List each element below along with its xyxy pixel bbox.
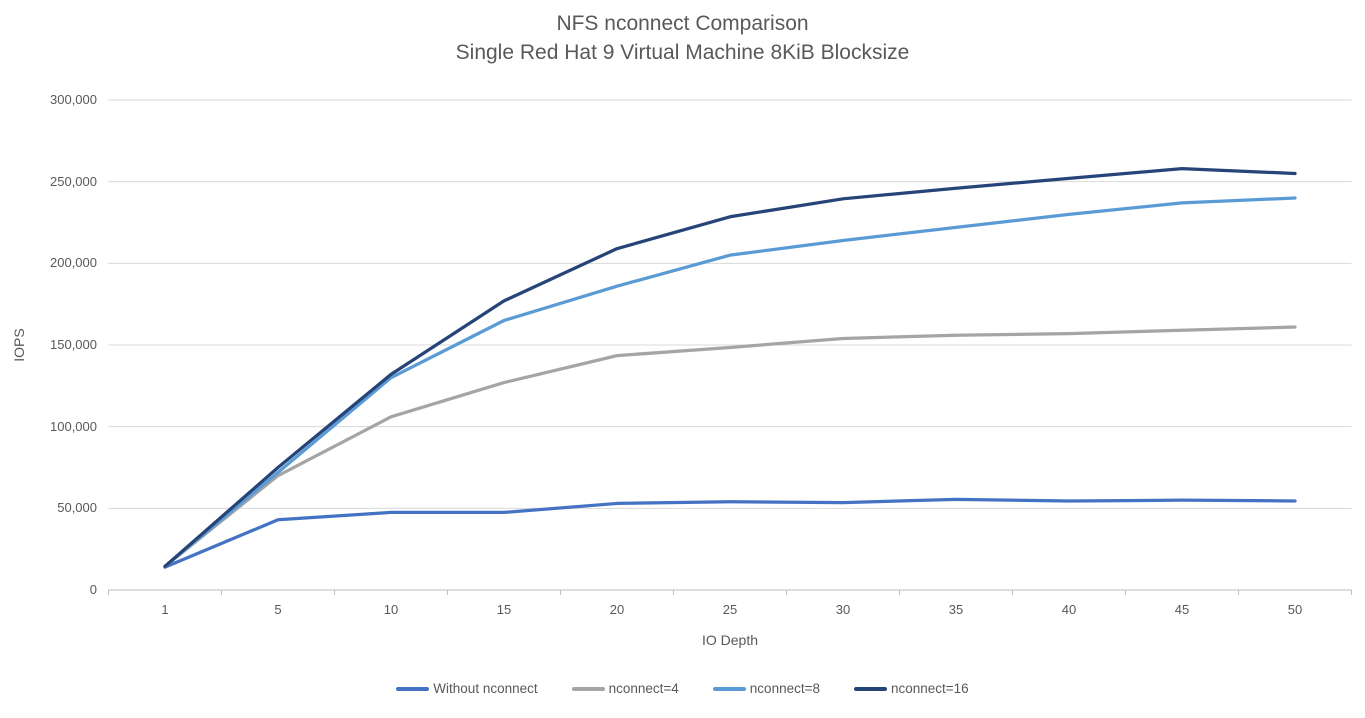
y-tick-label: 200,000 bbox=[50, 255, 97, 271]
series-line-nconnect-8 bbox=[163, 196, 1297, 568]
y-tick-label: 0 bbox=[89, 582, 97, 597]
x-tick-label: 35 bbox=[948, 602, 964, 617]
x-axis-title: IO Depth bbox=[701, 632, 759, 648]
legend-swatch-icon bbox=[396, 686, 430, 691]
series-line-nconnect-4 bbox=[163, 325, 1297, 568]
x-tick-label: 45 bbox=[1174, 602, 1190, 617]
chart-legend: Without nconnect nconnect=4 nconnect=8 ncon… bbox=[0, 681, 1365, 696]
x-tick-label: 10 bbox=[383, 602, 399, 617]
series-line-nconnect-16 bbox=[163, 166, 1297, 568]
x-tick-label: 40 bbox=[1061, 602, 1077, 617]
legend-item-nconnect-16: nconnect=16 bbox=[853, 681, 969, 696]
legend-label: nconnect=4 bbox=[608, 681, 679, 696]
chart-title: NFS nconnect Comparison Single Red Hat 9… bbox=[0, 10, 1365, 68]
y-tick-label: 100,000 bbox=[50, 418, 97, 434]
x-tick-label: 5 bbox=[274, 602, 282, 617]
y-tick-label: 300,000 bbox=[50, 92, 97, 107]
x-tick-label: 15 bbox=[496, 602, 512, 617]
series-line-without-nconnect bbox=[163, 497, 1297, 569]
legend-item-without-nconnect: Without nconnect bbox=[396, 681, 538, 696]
x-tick-label: 20 bbox=[609, 602, 625, 617]
x-tick-label: 50 bbox=[1287, 602, 1303, 617]
x-tick-label: 25 bbox=[722, 602, 738, 617]
legend-item-nconnect-8: nconnect=8 bbox=[712, 681, 820, 696]
legend-label: nconnect=8 bbox=[749, 681, 820, 696]
x-tick-label: 1 bbox=[161, 602, 169, 617]
legend-swatch-icon bbox=[853, 686, 887, 691]
legend-label: Without nconnect bbox=[433, 681, 538, 696]
x-tick-label: 30 bbox=[835, 602, 851, 617]
y-tick-label: 150,000 bbox=[50, 337, 97, 352]
legend-swatch-icon bbox=[712, 686, 746, 691]
y-tick-label: 250,000 bbox=[50, 173, 97, 189]
legend-item-nconnect-4: nconnect=4 bbox=[571, 681, 679, 696]
legend-swatch-icon bbox=[571, 686, 605, 691]
chart-title-line1: NFS nconnect Comparison bbox=[556, 12, 809, 35]
chart-title-line2: Single Red Hat 9 Virtual Machine 8KiB Bl… bbox=[455, 40, 910, 64]
legend-label: nconnect=16 bbox=[890, 681, 969, 696]
y-tick-label: 50,000 bbox=[57, 500, 97, 516]
